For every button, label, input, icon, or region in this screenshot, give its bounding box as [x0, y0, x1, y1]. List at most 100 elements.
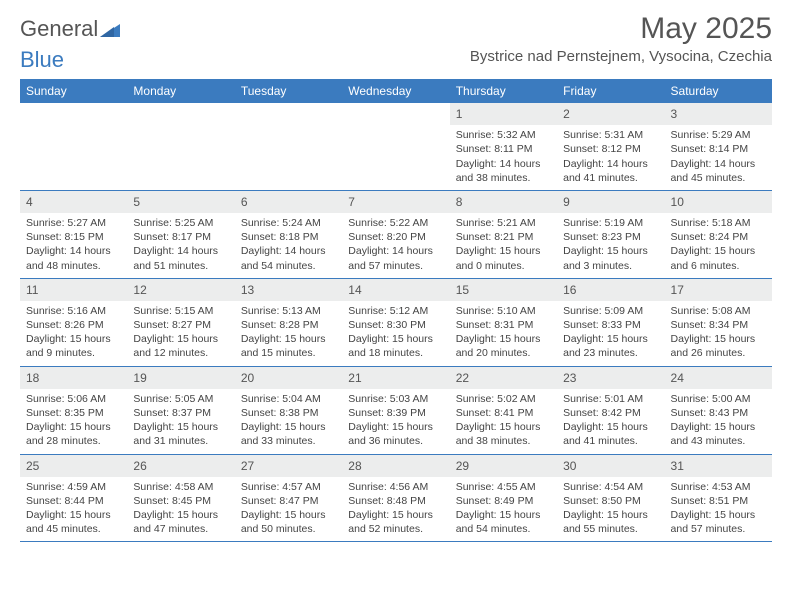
day-number: 5 — [127, 191, 234, 213]
day-number: 2 — [557, 103, 664, 125]
page-title: May 2025 — [470, 12, 772, 46]
day-cell: 19Sunrise: 5:05 AMSunset: 8:37 PMDayligh… — [127, 367, 234, 454]
day-number: 1 — [450, 103, 557, 125]
day-number: 29 — [450, 455, 557, 477]
day-cell — [235, 103, 342, 190]
day-cell: 13Sunrise: 5:13 AMSunset: 8:28 PMDayligh… — [235, 279, 342, 366]
day-number: 10 — [665, 191, 772, 213]
day-number: 28 — [342, 455, 449, 477]
day-cell: 31Sunrise: 4:53 AMSunset: 8:51 PMDayligh… — [665, 455, 772, 542]
day-cell: 12Sunrise: 5:15 AMSunset: 8:27 PMDayligh… — [127, 279, 234, 366]
day-cell: 18Sunrise: 5:06 AMSunset: 8:35 PMDayligh… — [20, 367, 127, 454]
title-block: May 2025 Bystrice nad Pernstejnem, Vysoc… — [470, 12, 772, 65]
day-cell: 2Sunrise: 5:31 AMSunset: 8:12 PMDaylight… — [557, 103, 664, 190]
day-cell: 28Sunrise: 4:56 AMSunset: 8:48 PMDayligh… — [342, 455, 449, 542]
day-cell — [20, 103, 127, 190]
day-number: 24 — [665, 367, 772, 389]
day-details: Sunrise: 5:05 AMSunset: 8:37 PMDaylight:… — [127, 389, 234, 454]
brand-logo: General — [20, 16, 122, 42]
weekday-header: Friday — [557, 79, 664, 103]
day-number: 30 — [557, 455, 664, 477]
day-details: Sunrise: 5:06 AMSunset: 8:35 PMDaylight:… — [20, 389, 127, 454]
day-cell — [342, 103, 449, 190]
brand-triangle-icon — [100, 21, 120, 37]
day-cell: 29Sunrise: 4:55 AMSunset: 8:49 PMDayligh… — [450, 455, 557, 542]
day-details: Sunrise: 4:59 AMSunset: 8:44 PMDaylight:… — [20, 477, 127, 542]
day-details: Sunrise: 5:27 AMSunset: 8:15 PMDaylight:… — [20, 213, 127, 278]
day-details: Sunrise: 4:56 AMSunset: 8:48 PMDaylight:… — [342, 477, 449, 542]
day-number: 22 — [450, 367, 557, 389]
day-cell: 17Sunrise: 5:08 AMSunset: 8:34 PMDayligh… — [665, 279, 772, 366]
day-details: Sunrise: 5:29 AMSunset: 8:14 PMDaylight:… — [665, 125, 772, 190]
day-details: Sunrise: 5:01 AMSunset: 8:42 PMDaylight:… — [557, 389, 664, 454]
week-row: 4Sunrise: 5:27 AMSunset: 8:15 PMDaylight… — [20, 191, 772, 279]
day-details: Sunrise: 5:12 AMSunset: 8:30 PMDaylight:… — [342, 301, 449, 366]
day-details: Sunrise: 5:10 AMSunset: 8:31 PMDaylight:… — [450, 301, 557, 366]
day-cell: 20Sunrise: 5:04 AMSunset: 8:38 PMDayligh… — [235, 367, 342, 454]
day-details: Sunrise: 5:31 AMSunset: 8:12 PMDaylight:… — [557, 125, 664, 190]
day-number: 12 — [127, 279, 234, 301]
weekday-header: Wednesday — [342, 79, 449, 103]
day-cell: 8Sunrise: 5:21 AMSunset: 8:21 PMDaylight… — [450, 191, 557, 278]
day-cell: 9Sunrise: 5:19 AMSunset: 8:23 PMDaylight… — [557, 191, 664, 278]
day-details: Sunrise: 5:25 AMSunset: 8:17 PMDaylight:… — [127, 213, 234, 278]
day-details: Sunrise: 5:32 AMSunset: 8:11 PMDaylight:… — [450, 125, 557, 190]
day-number: 20 — [235, 367, 342, 389]
day-details: Sunrise: 5:09 AMSunset: 8:33 PMDaylight:… — [557, 301, 664, 366]
day-details: Sunrise: 5:03 AMSunset: 8:39 PMDaylight:… — [342, 389, 449, 454]
day-cell: 3Sunrise: 5:29 AMSunset: 8:14 PMDaylight… — [665, 103, 772, 190]
day-details: Sunrise: 4:55 AMSunset: 8:49 PMDaylight:… — [450, 477, 557, 542]
day-number: 6 — [235, 191, 342, 213]
day-details: Sunrise: 5:15 AMSunset: 8:27 PMDaylight:… — [127, 301, 234, 366]
weekday-header: Sunday — [20, 79, 127, 103]
day-details: Sunrise: 4:53 AMSunset: 8:51 PMDaylight:… — [665, 477, 772, 542]
day-details: Sunrise: 5:18 AMSunset: 8:24 PMDaylight:… — [665, 213, 772, 278]
day-number: 15 — [450, 279, 557, 301]
week-row: 1Sunrise: 5:32 AMSunset: 8:11 PMDaylight… — [20, 103, 772, 191]
day-details: Sunrise: 5:19 AMSunset: 8:23 PMDaylight:… — [557, 213, 664, 278]
weekday-header: Tuesday — [235, 79, 342, 103]
day-number: 31 — [665, 455, 772, 477]
day-cell: 21Sunrise: 5:03 AMSunset: 8:39 PMDayligh… — [342, 367, 449, 454]
day-cell: 26Sunrise: 4:58 AMSunset: 8:45 PMDayligh… — [127, 455, 234, 542]
day-cell: 14Sunrise: 5:12 AMSunset: 8:30 PMDayligh… — [342, 279, 449, 366]
day-number: 16 — [557, 279, 664, 301]
day-details: Sunrise: 5:24 AMSunset: 8:18 PMDaylight:… — [235, 213, 342, 278]
day-number: 19 — [127, 367, 234, 389]
day-number: 18 — [20, 367, 127, 389]
day-cell: 7Sunrise: 5:22 AMSunset: 8:20 PMDaylight… — [342, 191, 449, 278]
calendar-grid: SundayMondayTuesdayWednesdayThursdayFrid… — [20, 79, 772, 542]
day-cell: 25Sunrise: 4:59 AMSunset: 8:44 PMDayligh… — [20, 455, 127, 542]
day-details: Sunrise: 5:04 AMSunset: 8:38 PMDaylight:… — [235, 389, 342, 454]
location-subtitle: Bystrice nad Pernstejnem, Vysocina, Czec… — [470, 48, 772, 65]
weekday-header: Thursday — [450, 79, 557, 103]
day-cell: 30Sunrise: 4:54 AMSunset: 8:50 PMDayligh… — [557, 455, 664, 542]
day-number: 17 — [665, 279, 772, 301]
day-number: 21 — [342, 367, 449, 389]
day-number: 7 — [342, 191, 449, 213]
day-number: 4 — [20, 191, 127, 213]
day-details: Sunrise: 5:13 AMSunset: 8:28 PMDaylight:… — [235, 301, 342, 366]
day-cell: 23Sunrise: 5:01 AMSunset: 8:42 PMDayligh… — [557, 367, 664, 454]
day-details: Sunrise: 5:02 AMSunset: 8:41 PMDaylight:… — [450, 389, 557, 454]
day-cell: 4Sunrise: 5:27 AMSunset: 8:15 PMDaylight… — [20, 191, 127, 278]
day-cell: 10Sunrise: 5:18 AMSunset: 8:24 PMDayligh… — [665, 191, 772, 278]
day-cell: 5Sunrise: 5:25 AMSunset: 8:17 PMDaylight… — [127, 191, 234, 278]
weeks-container: 1Sunrise: 5:32 AMSunset: 8:11 PMDaylight… — [20, 103, 772, 542]
day-details: Sunrise: 4:57 AMSunset: 8:47 PMDaylight:… — [235, 477, 342, 542]
day-details: Sunrise: 5:21 AMSunset: 8:21 PMDaylight:… — [450, 213, 557, 278]
day-details: Sunrise: 4:54 AMSunset: 8:50 PMDaylight:… — [557, 477, 664, 542]
day-cell: 22Sunrise: 5:02 AMSunset: 8:41 PMDayligh… — [450, 367, 557, 454]
day-details: Sunrise: 5:08 AMSunset: 8:34 PMDaylight:… — [665, 301, 772, 366]
day-cell — [127, 103, 234, 190]
day-number: 3 — [665, 103, 772, 125]
day-cell: 1Sunrise: 5:32 AMSunset: 8:11 PMDaylight… — [450, 103, 557, 190]
day-number: 11 — [20, 279, 127, 301]
day-number: 9 — [557, 191, 664, 213]
day-cell: 11Sunrise: 5:16 AMSunset: 8:26 PMDayligh… — [20, 279, 127, 366]
day-number: 25 — [20, 455, 127, 477]
day-number-empty — [235, 103, 342, 125]
week-row: 11Sunrise: 5:16 AMSunset: 8:26 PMDayligh… — [20, 279, 772, 367]
day-cell: 27Sunrise: 4:57 AMSunset: 8:47 PMDayligh… — [235, 455, 342, 542]
week-row: 25Sunrise: 4:59 AMSunset: 8:44 PMDayligh… — [20, 455, 772, 543]
